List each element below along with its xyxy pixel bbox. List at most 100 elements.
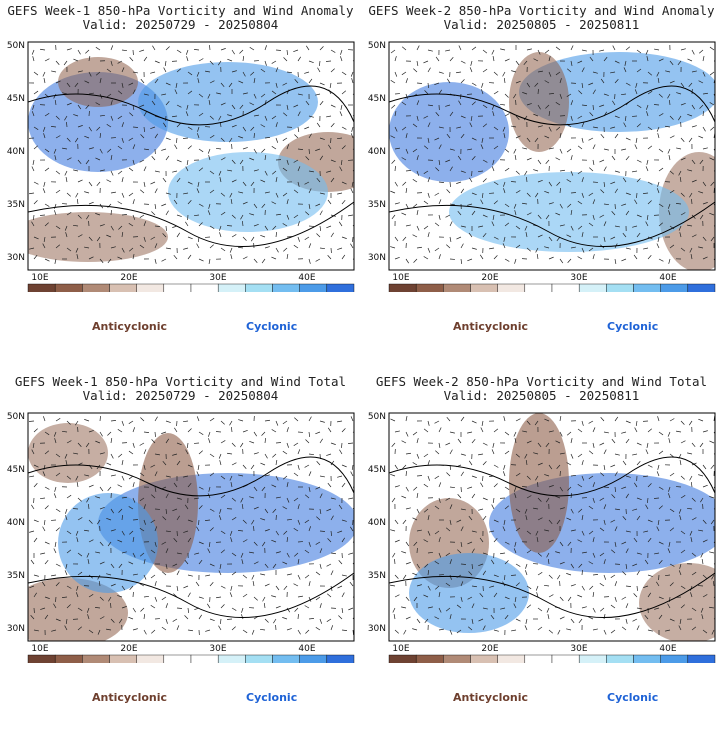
colorbar-swatch <box>217 283 246 292</box>
lat-tick-label: 30N <box>7 624 25 634</box>
colorbar-swatch <box>443 654 471 663</box>
colorbar-swatch <box>82 654 110 663</box>
colorbar-swatch <box>578 283 607 292</box>
lat-tick-label: 35N <box>368 200 386 210</box>
lat-tick-label: 45N <box>368 94 386 104</box>
colorbar-swatch <box>415 283 444 292</box>
lon-tick-label: 30E <box>209 273 226 283</box>
lon-tick-label: 10E <box>31 273 48 283</box>
colorbar-swatch <box>245 283 273 292</box>
colorbar-swatch <box>415 654 444 663</box>
lon-tick-label: 40E <box>659 273 676 283</box>
lat-tick-label: 40N <box>7 518 25 528</box>
lon-tick-label: 40E <box>298 273 315 283</box>
colorbar-swatch <box>497 654 526 663</box>
colorbar-swatch <box>299 283 328 292</box>
lat-tick-label: 50N <box>368 412 386 422</box>
panel-title: GEFS Week-2 850-hPa Vorticity and Wind A… <box>368 3 715 18</box>
colorbar-swatch <box>687 283 716 292</box>
panel-valid-dates: Valid: 20250805 - 20250811 <box>443 17 640 32</box>
vorticity-map: 50N45N40N35N30N10E20E30E40E-1.5-1-0.5-0.… <box>7 41 355 292</box>
panel-week1-anomaly: GEFS Week-1 850-hPa Vorticity and Wind A… <box>0 0 361 371</box>
colorbar-swatch <box>54 654 83 663</box>
lat-tick-label: 40N <box>368 147 386 157</box>
lat-tick-label: 50N <box>7 41 25 51</box>
colorbar-swatch <box>551 654 580 663</box>
panel-week2-anomaly: GEFS Week-2 850-hPa Vorticity and Wind A… <box>361 0 722 371</box>
lat-tick-label: 35N <box>368 571 386 581</box>
colorbar-swatch <box>470 283 498 292</box>
lon-tick-label: 10E <box>392 273 409 283</box>
colorbar-swatch <box>27 654 56 663</box>
colorbar-swatch <box>299 654 328 663</box>
colorbar-swatch <box>578 654 607 663</box>
lon-tick-label: 10E <box>392 644 409 654</box>
lon-tick-label: 30E <box>209 644 226 654</box>
colorbar-swatch <box>606 654 634 663</box>
colorbar-swatch <box>660 283 689 292</box>
lat-tick-label: 35N <box>7 571 25 581</box>
lon-tick-label: 20E <box>481 273 498 283</box>
colorbar-swatch <box>109 283 137 292</box>
lat-tick-label: 30N <box>368 624 386 634</box>
panel-week1-total: GEFS Week-1 850-hPa Vorticity and Wind T… <box>0 371 361 742</box>
colorbar-swatch <box>326 654 355 663</box>
anticyclonic-label: Anticyclonic <box>453 691 529 704</box>
colorbar-swatch <box>633 283 661 292</box>
colorbar-swatch <box>109 654 137 663</box>
lat-tick-label: 35N <box>7 200 25 210</box>
lat-tick-label: 45N <box>7 465 25 475</box>
colorbar-swatch <box>524 283 553 292</box>
lat-tick-label: 30N <box>7 253 25 263</box>
panel-valid-dates: Valid: 20250729 - 20250804 <box>82 388 279 403</box>
colorbar-swatch <box>82 283 110 292</box>
lat-tick-label: 40N <box>368 518 386 528</box>
panel-valid-dates: Valid: 20250805 - 20250811 <box>443 388 640 403</box>
lon-tick-label: 30E <box>570 273 587 283</box>
lon-tick-label: 20E <box>120 644 137 654</box>
panel-week2-total: GEFS Week-2 850-hPa Vorticity and Wind T… <box>361 371 722 742</box>
lat-tick-label: 45N <box>368 465 386 475</box>
colorbar-swatch <box>443 283 471 292</box>
colorbar-swatch <box>388 654 417 663</box>
colorbar-swatch <box>633 654 661 663</box>
lat-tick-label: 50N <box>7 412 25 422</box>
colorbar-swatch <box>136 283 165 292</box>
colorbar-swatch <box>470 654 498 663</box>
colorbar-swatch <box>217 654 246 663</box>
cyclonic-label: Cyclonic <box>607 320 659 333</box>
colorbar-swatch <box>551 283 580 292</box>
colorbar-swatch <box>326 283 355 292</box>
cyclonic-label: Cyclonic <box>246 320 298 333</box>
lat-tick-label: 45N <box>7 94 25 104</box>
lon-tick-label: 40E <box>298 644 315 654</box>
panel-title: GEFS Week-1 850-hPa Vorticity and Wind A… <box>7 3 354 18</box>
colorbar-swatch <box>606 283 634 292</box>
anticyclonic-label: Anticyclonic <box>92 691 168 704</box>
colorbar-swatch <box>687 654 716 663</box>
colorbar-swatch <box>163 283 192 292</box>
lon-tick-label: 10E <box>31 644 48 654</box>
colorbar-swatch <box>27 283 56 292</box>
vorticity-map: 50N45N40N35N30N10E20E30E40E-1.5-1-0.5-0.… <box>368 41 716 292</box>
colorbar-swatch <box>272 283 300 292</box>
lat-tick-label: 50N <box>368 41 386 51</box>
colorbar-swatch <box>190 283 219 292</box>
lat-tick-label: 30N <box>368 253 386 263</box>
vorticity-map: 50N45N40N35N30N10E20E30E40E-1.5-1-0.5-0.… <box>368 412 716 663</box>
colorbar-swatch <box>136 654 165 663</box>
colorbar-swatch <box>660 654 689 663</box>
colorbar-swatch <box>190 654 219 663</box>
vorticity-map: 50N45N40N35N30N10E20E30E40E-1.5-1-0.5-0.… <box>7 412 355 663</box>
panel-title: GEFS Week-2 850-hPa Vorticity and Wind T… <box>375 374 708 389</box>
colorbar-swatch <box>245 654 273 663</box>
colorbar-swatch <box>497 283 526 292</box>
cyclonic-label: Cyclonic <box>246 691 298 704</box>
lon-tick-label: 20E <box>120 273 137 283</box>
anticyclonic-label: Anticyclonic <box>453 320 529 333</box>
colorbar-swatch <box>524 654 553 663</box>
lat-tick-label: 40N <box>7 147 25 157</box>
colorbar-swatch <box>54 283 83 292</box>
panel-title: GEFS Week-1 850-hPa Vorticity and Wind T… <box>14 374 347 389</box>
panel-valid-dates: Valid: 20250729 - 20250804 <box>82 17 279 32</box>
